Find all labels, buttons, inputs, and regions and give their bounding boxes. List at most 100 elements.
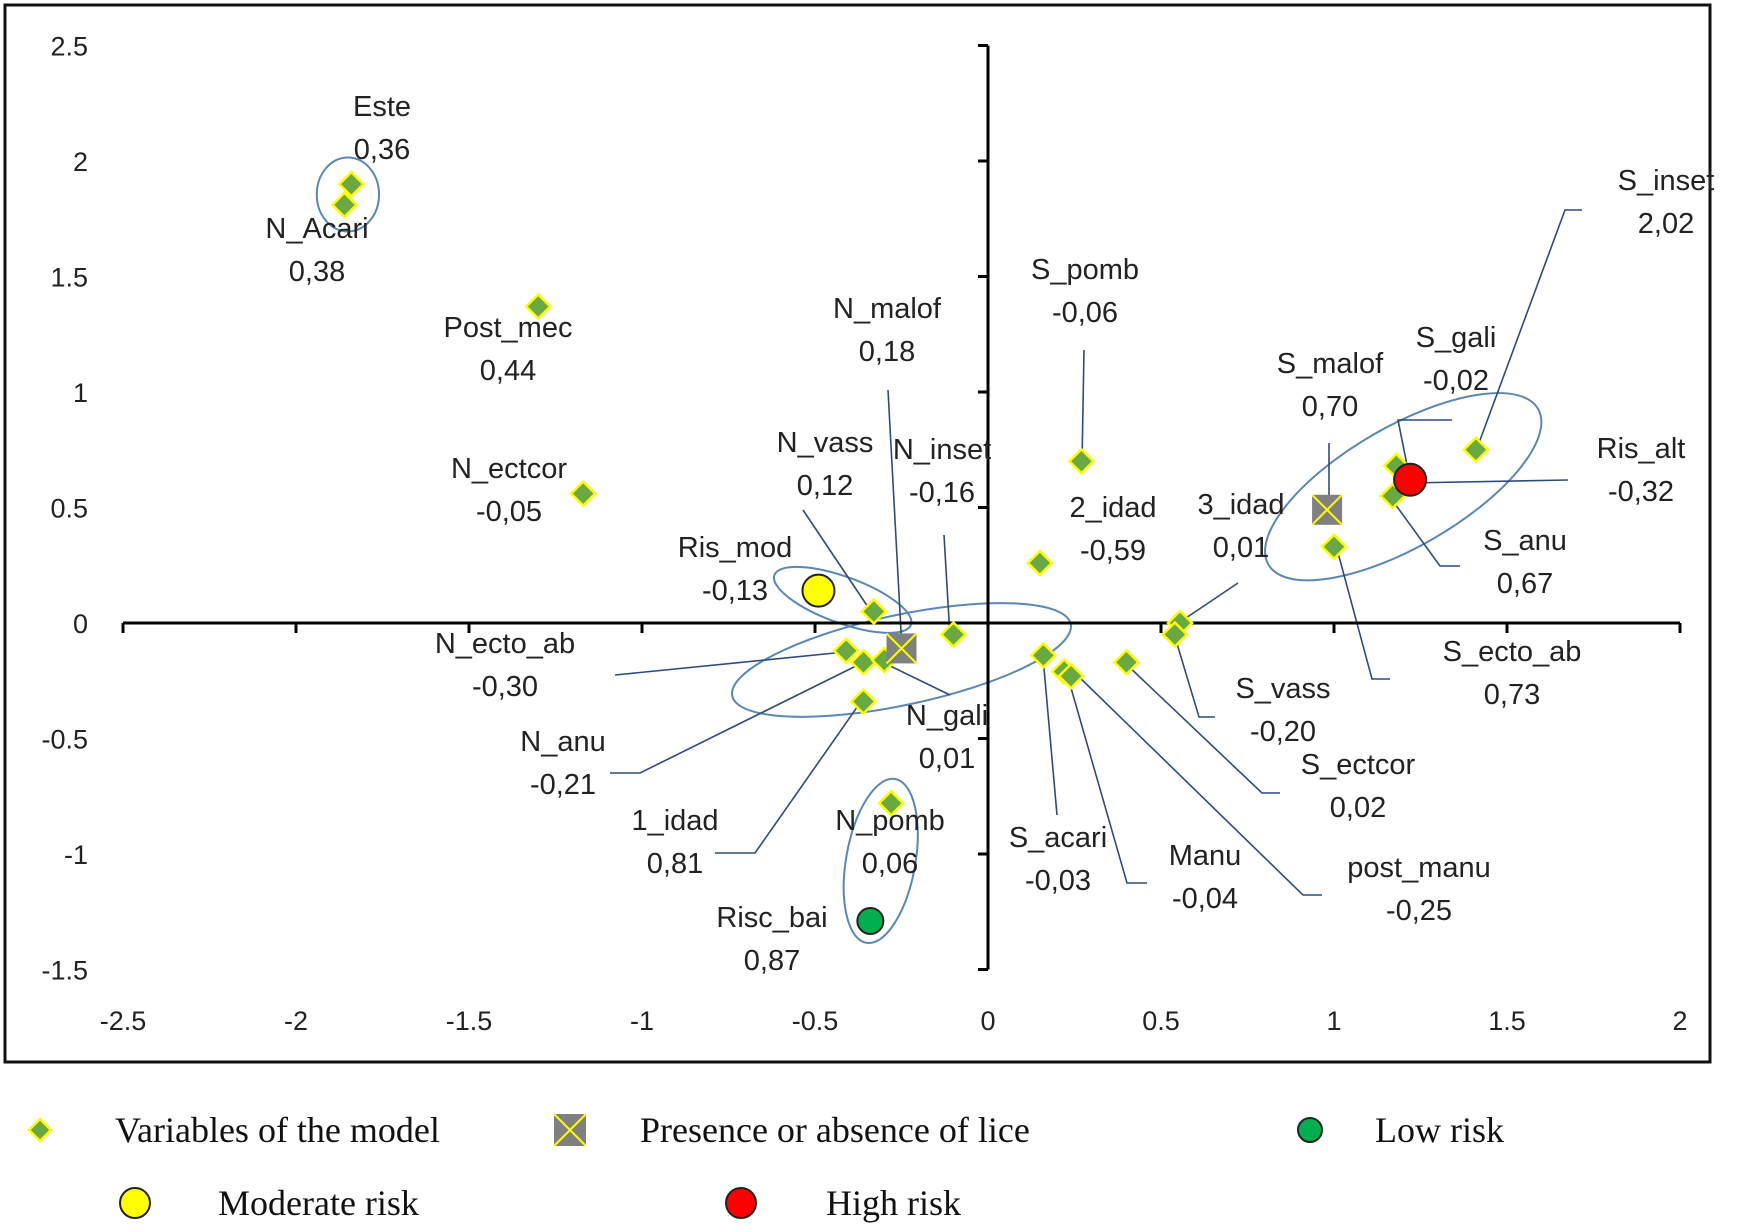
variable-marker xyxy=(832,636,860,665)
chart-frame xyxy=(3,3,1712,1064)
variable-marker xyxy=(1112,648,1141,677)
point-label-value: 0,18 xyxy=(859,336,915,368)
variable-marker xyxy=(330,191,359,219)
point-label-name: 1_idad xyxy=(631,805,718,837)
variable-marker xyxy=(849,648,878,677)
point-label-name: S_ecto_ab xyxy=(1443,636,1582,668)
point-label-value: 0,73 xyxy=(1484,679,1540,711)
legend-label: Presence or absence of lice xyxy=(640,1110,1030,1150)
leader-line xyxy=(1407,479,1569,484)
point-label-name: N_malof xyxy=(833,293,942,325)
legend-label: High risk xyxy=(826,1183,961,1223)
point-label-name: S_malof xyxy=(1277,348,1384,380)
y-tick-label: -1.5 xyxy=(41,956,88,986)
leader-line xyxy=(887,389,903,651)
point-label-name: S_vass xyxy=(1235,673,1330,705)
square-x-cross xyxy=(1311,494,1343,526)
variable-marker xyxy=(524,292,552,321)
point-label-name: N_ecto_ab xyxy=(435,628,575,660)
leader-line xyxy=(1389,496,1460,567)
point-label-name: N_anu xyxy=(520,726,605,758)
data-markers xyxy=(330,170,1490,935)
legend-item: Variables of the model xyxy=(27,1110,440,1150)
point-label-name: N_Acari xyxy=(265,213,368,245)
point-label-name: Ris_mod xyxy=(678,532,792,564)
point-label-name: S_inset xyxy=(1618,165,1715,197)
y-tick-label: -0.5 xyxy=(41,725,88,755)
point-label-name: N_pomb xyxy=(835,805,945,837)
point-label-name: S_anu xyxy=(1483,525,1567,557)
point-label-value: 0,01 xyxy=(1213,532,1269,564)
leader-line xyxy=(1174,636,1215,718)
point-label-name: 3_idad xyxy=(1197,489,1284,521)
legend-item: Presence or absence of lice xyxy=(553,1110,1030,1150)
y-tick-label: -1 xyxy=(64,840,88,870)
point-label-name: N_ectcor xyxy=(451,453,567,485)
leader-line xyxy=(614,651,846,676)
point-label-name: post_manu xyxy=(1347,852,1491,884)
leader-line xyxy=(1081,349,1085,464)
point-label-value: 0,81 xyxy=(647,848,703,880)
variable-marker xyxy=(1161,620,1189,649)
variable-marker xyxy=(1057,662,1085,690)
diamond-icon xyxy=(27,1117,53,1143)
point-label-value: 2,02 xyxy=(1638,208,1694,240)
variable-marker xyxy=(1067,447,1096,476)
x-tick-label: -0.5 xyxy=(792,1006,839,1036)
circle-icon xyxy=(725,1187,757,1219)
leader-line xyxy=(1064,666,1147,884)
point-label-name: Manu xyxy=(1169,840,1242,872)
variable-marker xyxy=(849,687,878,716)
leader-line xyxy=(1179,582,1239,623)
variable-marker xyxy=(860,597,888,626)
ellipse-este-acari xyxy=(315,156,381,233)
leader-lines xyxy=(610,209,1582,896)
point-label-name: S_gali xyxy=(1416,322,1497,354)
point-label-value: 0,87 xyxy=(744,945,800,977)
leader-line xyxy=(1042,656,1058,816)
point-label-value: -0,06 xyxy=(1052,297,1118,329)
point-label-value: -0,16 xyxy=(909,477,975,509)
x-tick-label: -2 xyxy=(284,1006,308,1036)
x-tick-label: -2.5 xyxy=(100,1006,147,1036)
point-label-value: -0,03 xyxy=(1025,865,1091,897)
leader-line xyxy=(1124,662,1280,794)
point-label-value: -0,59 xyxy=(1080,535,1146,567)
lice-marker xyxy=(1311,494,1343,526)
leader-line xyxy=(943,534,951,638)
risk-marker xyxy=(856,906,885,935)
leader-line xyxy=(1397,419,1452,471)
point-label-value: -0,30 xyxy=(472,671,538,703)
variable-marker xyxy=(877,789,905,817)
point-label-name: 2_idad xyxy=(1069,492,1156,524)
point-label-name: Post_mec xyxy=(444,312,573,344)
circle-icon xyxy=(1297,1117,1323,1143)
legend-label: Variables of the model xyxy=(115,1110,440,1150)
x-tick-label: 2 xyxy=(1672,1006,1687,1036)
variable-marker xyxy=(1029,641,1058,670)
ellipse-low-risk xyxy=(842,777,919,945)
point-label-name: S_acari xyxy=(1009,822,1107,854)
point-label-value: -0,25 xyxy=(1386,895,1452,927)
point-label-value: -0,02 xyxy=(1423,365,1489,397)
lice-marker xyxy=(885,632,918,665)
x-tick-labels: -2.5 -2 -1.5 -1 -0.5 0 0.5 1 1.5 2 xyxy=(100,1006,1688,1036)
x-tick-label: 1.5 xyxy=(1488,1006,1526,1036)
point-label-value: 0,01 xyxy=(919,743,975,775)
point-label-name: S_pomb xyxy=(1031,254,1139,286)
point-label-value: 0,70 xyxy=(1302,391,1358,423)
legend: Variables of the model Presence or absenc… xyxy=(27,1110,1504,1223)
axes xyxy=(121,44,1682,971)
square-x-icon xyxy=(553,1113,587,1147)
point-label-value: -0,21 xyxy=(530,769,596,801)
point-label-name: N_gali xyxy=(906,700,988,732)
y-tick-label: 0.5 xyxy=(50,494,88,524)
variable-marker xyxy=(1462,435,1490,464)
leader-line xyxy=(802,509,873,614)
square-x-cross xyxy=(553,1113,587,1147)
point-label-value: -0,32 xyxy=(1608,476,1674,508)
x-tick-label: 0 xyxy=(980,1006,995,1036)
point-label-name: S_ectcor xyxy=(1301,749,1416,781)
leader-line xyxy=(1336,548,1390,680)
